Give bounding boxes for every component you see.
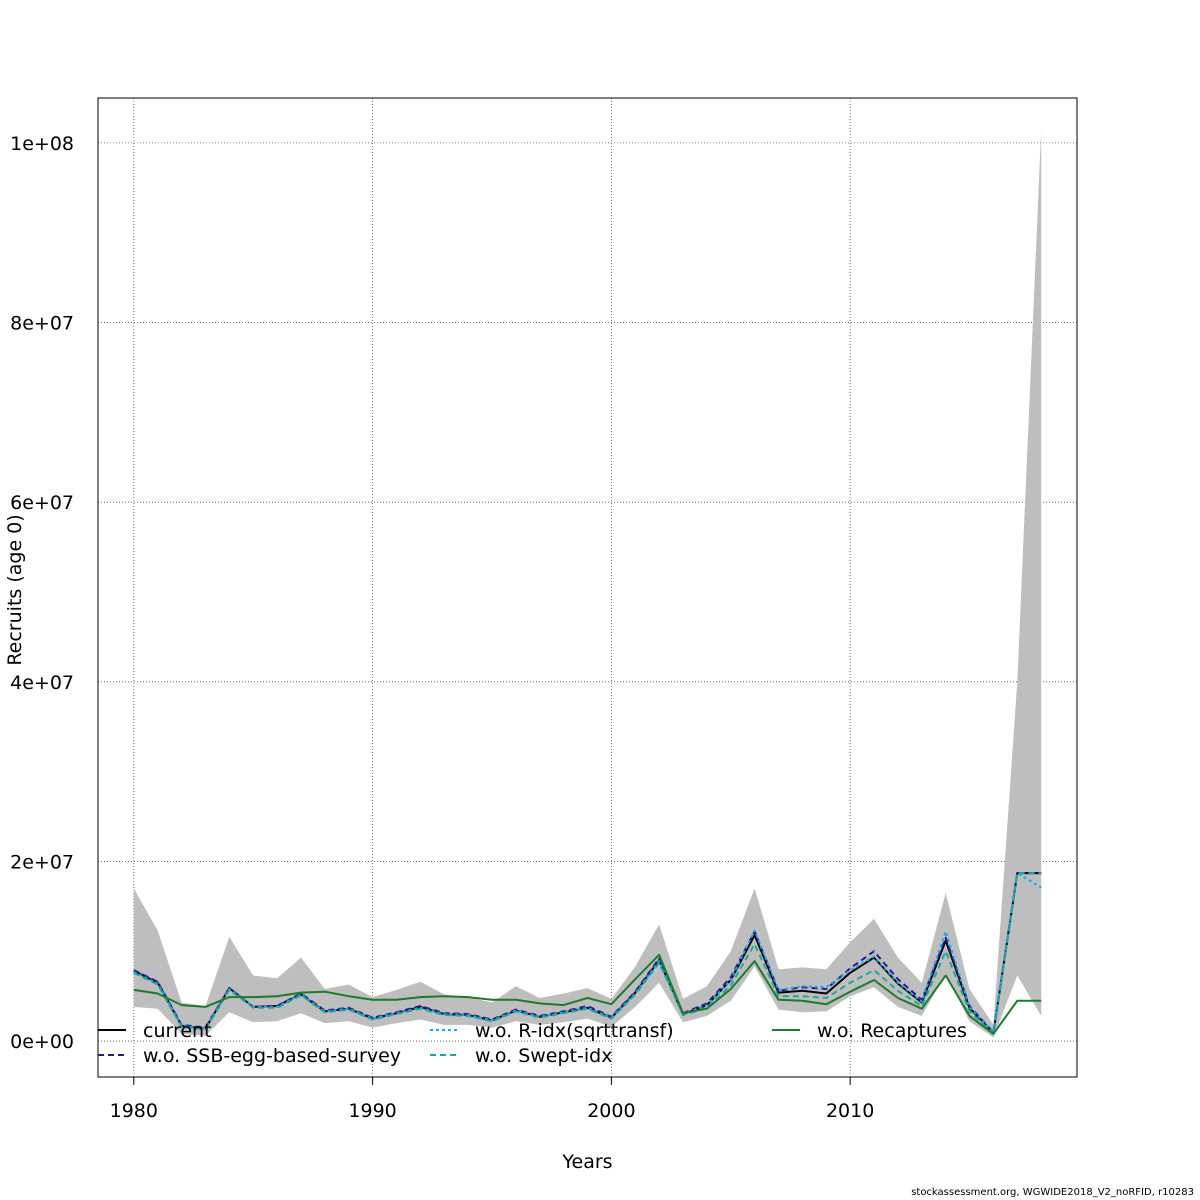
footer-credit: stockassessment.org, WGWIDE2018_V2_noRFI… — [911, 1187, 1194, 1198]
y-axis-title: Recruits (age 0) — [4, 514, 26, 665]
legend-label: w.o. Recaptures — [817, 1020, 967, 1042]
x-axis-title: Years — [561, 1151, 612, 1173]
y-tick-label: 8e+07 — [10, 313, 74, 335]
y-tick-label: 6e+07 — [10, 492, 74, 514]
legend-label: w.o. Swept-idx — [475, 1045, 612, 1067]
y-tick-label: 2e+07 — [10, 851, 74, 873]
axes: 1980 1990 2000 2010 0e+00 2e+07 4e+07 6e+07 8e+0… — [10, 133, 874, 1122]
x-tick-label: 1990 — [348, 1100, 396, 1122]
x-tick-label: 2010 — [826, 1100, 874, 1122]
series-lines — [133, 872, 1042, 1035]
confidence-band — [133, 129, 1042, 1038]
series-line-w-o-ssb-egg-based-survey — [133, 872, 1042, 1034]
legend-label: w.o. R-idx(sqrttransf) — [475, 1020, 674, 1042]
x-tick-label: 1980 — [110, 1100, 158, 1122]
y-tick-label: 4e+07 — [10, 672, 74, 694]
y-tick-label: 1e+08 — [10, 133, 74, 155]
grid — [98, 98, 1077, 1077]
x-tick-label: 2000 — [587, 1100, 635, 1122]
plot-frame — [97, 97, 1078, 1078]
legend-label: w.o. SSB-egg-based-survey — [143, 1045, 401, 1067]
legend: current w.o. R-idx(sqrttransf) w.o. Recapt… — [98, 1020, 967, 1067]
legend-label: current — [143, 1020, 212, 1042]
series-line-w-o-r-idx-sqrttransf — [133, 872, 1042, 1034]
confidence-band-area — [133, 129, 1042, 1038]
y-tick-label: 0e+00 — [10, 1031, 74, 1053]
series-line-w-o-recaptures — [133, 953, 1042, 1035]
